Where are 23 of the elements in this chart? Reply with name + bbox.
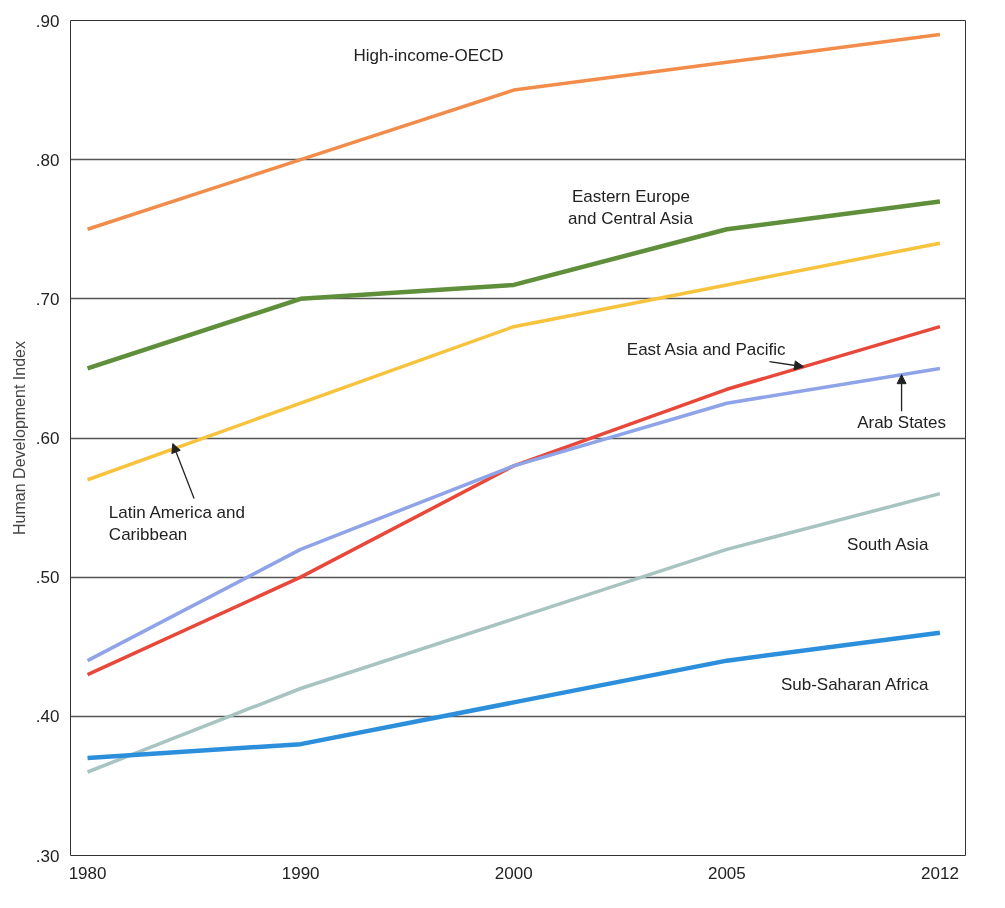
y-tick-label: .60 [35,429,60,448]
series-label: Sub-Saharan Africa [780,674,929,694]
line-series [85,630,943,761]
y-tick-label: .40 [35,707,60,727]
y-axis-title: Human Development Index [10,341,28,535]
line-series [85,491,942,774]
series-label: Eastern Europe and Central Asia [568,186,694,228]
series-label: Arab States [857,413,946,433]
series-label: East Asia and Pacific [626,340,787,360]
x-tick-label: 1980 [68,863,107,883]
y-tick-label: .80 [35,150,60,170]
x-tick-label: 2005 [707,863,746,883]
x-tick-label: 1990 [281,863,320,883]
x-tick-label: 2012 [921,863,959,883]
series-label: Latin America and Caribbean [108,502,245,544]
x-tick-label: 2000 [494,863,533,883]
series-label: South Asia [847,534,929,554]
line-series [85,32,942,231]
series-label: High-income-OECD [353,46,504,66]
y-tick-label: .90 [35,11,60,31]
y-tick-label: .50 [35,568,60,588]
y-tick-label: .30 [35,846,60,866]
y-tick-label: .70 [35,289,60,309]
